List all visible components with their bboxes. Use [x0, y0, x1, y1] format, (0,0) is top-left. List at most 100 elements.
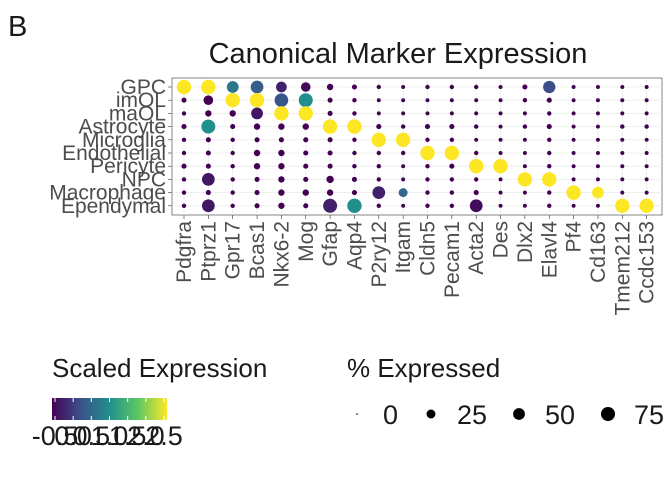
dot-gpc-gpr17	[226, 81, 239, 93]
dot-imol-bcas1	[249, 93, 265, 108]
dot-astrocyte-gfap	[322, 119, 338, 134]
dot-imol-pf4	[571, 98, 576, 103]
dot-macrophage-elavl4	[547, 190, 552, 195]
x-tick-label: Acta2	[465, 221, 488, 275]
dot-npc-elavl4	[542, 172, 557, 187]
dot-ependymal-tmem212	[615, 198, 630, 213]
dot-endothelial-ccdc153	[644, 151, 649, 155]
dot-maol-nkx6-2	[274, 106, 289, 121]
dot-gpc-itgam	[401, 85, 406, 89]
dot-ependymal-aqp4	[347, 198, 362, 213]
dot-imol-acta2	[474, 98, 479, 103]
dot-imol-pdgfra	[181, 97, 187, 103]
dot-maol-mog	[298, 106, 313, 121]
dot-endothelial-itgam	[400, 150, 406, 156]
dot-astrocyte-p2ry12	[376, 124, 382, 130]
dot-endothelial-cldn5	[420, 145, 435, 161]
size-legend-label: 75	[634, 400, 664, 430]
dot-macrophage-pf4	[566, 185, 581, 200]
x-tick-label: Ccdc153	[636, 221, 659, 304]
dot-astrocyte-itgam	[400, 124, 406, 129]
dot-ependymal-gpr17	[230, 203, 235, 208]
dot-ependymal-mog	[303, 203, 309, 209]
dot-imol-cd163	[595, 98, 600, 103]
dot-astrocyte-pecam1	[449, 124, 455, 130]
y-tick-label: maOL	[109, 102, 166, 125]
dot-npc-aqp4	[351, 176, 358, 182]
dot-maol-cldn5	[425, 111, 430, 116]
y-tick-label: Macrophage	[49, 182, 166, 205]
dot-astrocyte-tmem212	[620, 124, 625, 129]
dot-imol-gpr17	[225, 93, 240, 108]
dot-npc-mog	[303, 176, 309, 182]
dot-pericyte-cd163	[595, 164, 600, 169]
dot-maol-p2ry12	[376, 111, 381, 116]
dot-microglia-acta2	[474, 137, 479, 142]
dot-gpc-gfap	[326, 83, 334, 91]
dot-npc-bcas1	[254, 176, 260, 182]
dot-macrophage-pecam1	[449, 190, 455, 195]
dot-maol-elavl4	[547, 111, 552, 116]
dot-endothelial-ptprz1	[205, 150, 211, 156]
x-tick-label: Dlx2	[514, 221, 537, 263]
dot-pericyte-pecam1	[449, 163, 455, 169]
dot-endothelial-nkx6-2	[278, 149, 285, 157]
x-axis: Pdgfra Ptprz1 Gpr17 Bcas1 Nkx6-2 Mog Gfap Aqp4 P…	[173, 215, 659, 316]
dot-ependymal-cldn5	[425, 203, 430, 208]
dot-maol-ccdc153	[644, 111, 649, 116]
dot-imol-cldn5	[425, 98, 430, 103]
dot-microglia-des	[498, 137, 503, 142]
dot-macrophage-ptprz1	[205, 190, 211, 196]
x-tick-label: Cldn5	[417, 221, 440, 276]
panel-label: B	[8, 11, 27, 43]
dot-endothelial-mog	[303, 150, 309, 156]
dot-ependymal-des	[498, 203, 503, 208]
dot-npc-pf4	[571, 177, 576, 182]
dot-pericyte-ptprz1	[205, 163, 211, 169]
dot-macrophage-pdgfra	[181, 190, 187, 195]
x-tick-label: Aqp4	[343, 221, 366, 270]
dot-astrocyte-gpr17	[230, 124, 236, 130]
dot-gpc-dlx2	[522, 84, 528, 90]
dot-npc-itgam	[401, 177, 406, 182]
dot-endothelial-elavl4	[547, 150, 552, 156]
dot-maol-tmem212	[620, 111, 625, 116]
color-legend-title: Scaled Expression	[52, 353, 267, 383]
x-tick-label: Pecam1	[441, 221, 464, 298]
dot-macrophage-bcas1	[254, 190, 260, 196]
dot-microglia-cldn5	[425, 137, 430, 142]
dot-imol-dlx2	[522, 98, 528, 103]
dot-astrocyte-bcas1	[253, 123, 261, 130]
y-tick-label: Pericyte	[90, 155, 166, 178]
dot-pericyte-des	[493, 159, 508, 174]
dot-gpc-ccdc153	[644, 85, 649, 89]
dot-endothelial-bcas1	[253, 149, 261, 157]
colorbar-label: 0.0	[54, 421, 92, 451]
y-tick-label: Ependymal	[61, 195, 166, 218]
x-tick-label: Ptprz1	[197, 221, 220, 282]
dot-imol-des	[498, 98, 503, 103]
dot-gpc-bcas1	[250, 80, 264, 94]
dot-gpc-pecam1	[449, 84, 455, 90]
dot-ependymal-p2ry12	[376, 203, 381, 208]
dot-astrocyte-ptprz1	[201, 119, 216, 134]
dot-endothelial-tmem212	[620, 151, 625, 155]
dot-pericyte-dlx2	[522, 164, 527, 169]
colorbar-label: 1.0	[91, 421, 129, 451]
dot-gpc-ptprz1	[201, 79, 216, 95]
dot-macrophage-cldn5	[425, 190, 430, 195]
dot-gpc-mog	[300, 82, 311, 92]
dot-ependymal-bcas1	[254, 203, 260, 209]
dot-npc-dlx2	[517, 172, 533, 187]
size-legend-label: 25	[457, 400, 487, 430]
dot-astrocyte-pf4	[571, 124, 576, 129]
dot-gpc-des	[498, 85, 503, 89]
dot-pericyte-bcas1	[253, 163, 261, 170]
size-legend-label: 0	[383, 400, 398, 430]
dot-astrocyte-acta2	[474, 124, 479, 129]
dot-npc-cd163	[595, 177, 600, 182]
dot-gpc-elavl4	[543, 80, 556, 94]
dot-macrophage-gfap	[326, 189, 334, 196]
x-tick-label: Nkx6-2	[270, 221, 293, 288]
